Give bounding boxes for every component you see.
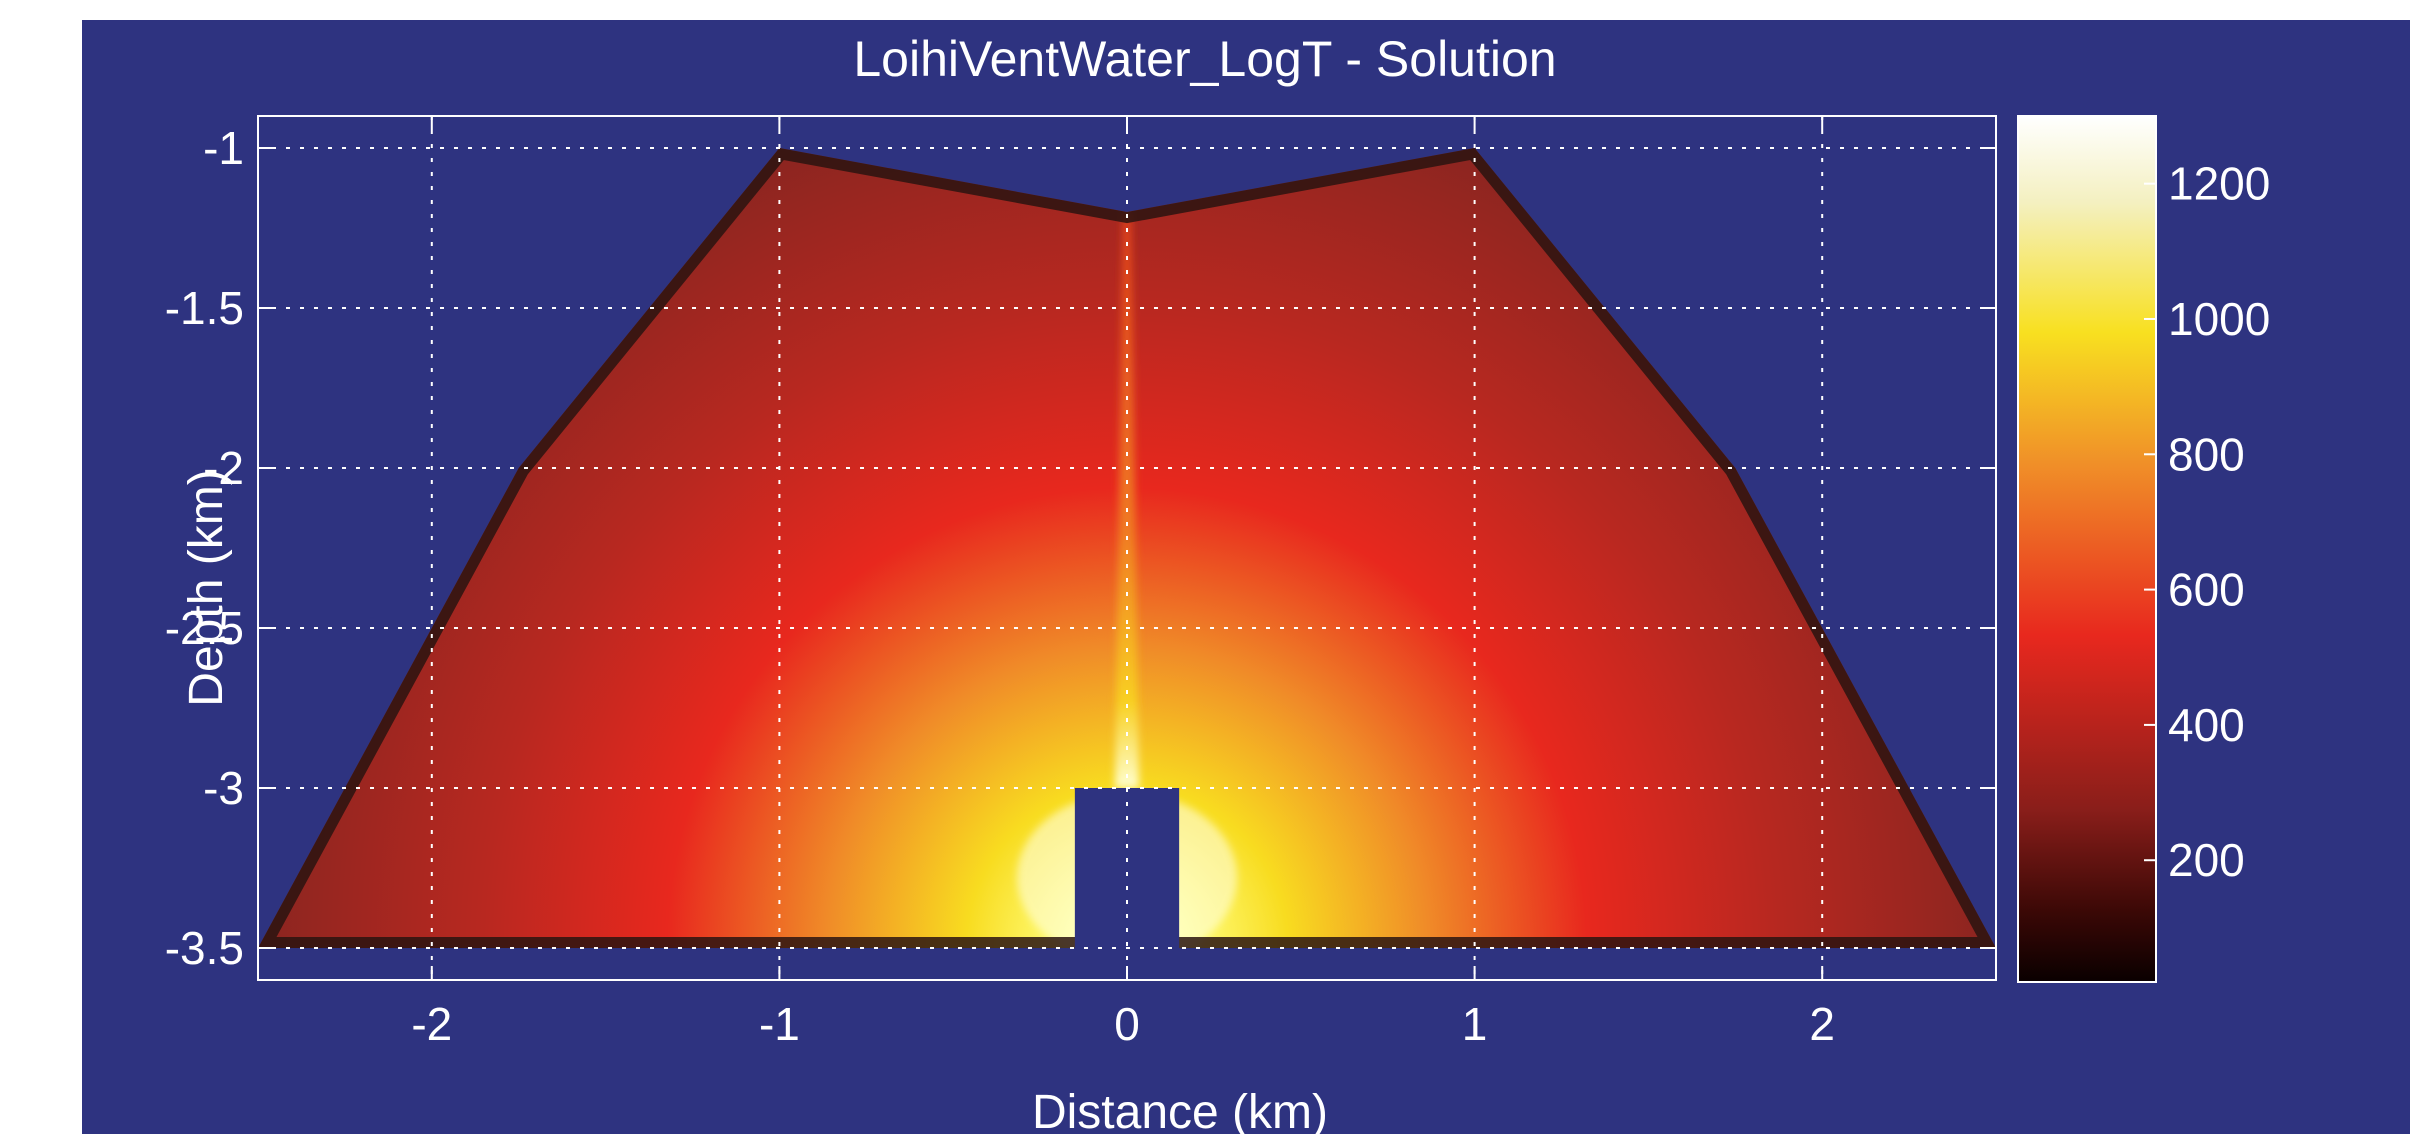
chart-svg: -2 -1 0 1 2 -1 -1.5 -2 -2.5 -3 -3.5 200 400 600 800 10… <box>165 31 2271 1134</box>
colorbar-tick-label: 1000 <box>2168 293 2270 345</box>
x-tick-label: -1 <box>759 998 800 1050</box>
x-tick-label: 2 <box>1809 998 1835 1050</box>
y-tick-label: -1 <box>203 122 244 174</box>
y-tick-label: -3 <box>203 762 244 814</box>
y-tick-label: -2.5 <box>165 602 244 654</box>
colorbar-tick-label: 200 <box>2168 834 2245 886</box>
y-tick-label: -2 <box>203 442 244 494</box>
y-axis-label: Depth (km) <box>180 469 233 706</box>
y-tick-label: -3.5 <box>165 922 244 974</box>
vent-conduit <box>1115 212 1139 788</box>
x-tick-label: 1 <box>1462 998 1488 1050</box>
colorbar-tick-label: 600 <box>2168 564 2245 616</box>
grid-lines <box>258 116 1996 980</box>
x-tick-label: 0 <box>1114 998 1140 1050</box>
figure-panel: -2 -1 0 1 2 -1 -1.5 -2 -2.5 -3 -3.5 200 400 600 800 10… <box>82 20 2410 1134</box>
magma-chamber <box>1074 788 1180 948</box>
axes: -2 -1 0 1 2 -1 -1.5 -2 -2.5 -3 -3.5 <box>165 115 1997 1050</box>
colorbar: 200 400 600 800 1000 1200 <box>2017 115 2270 983</box>
x-tick-label: -2 <box>411 998 452 1050</box>
colorbar-tick-label: 400 <box>2168 699 2245 751</box>
y-tick-label: -1.5 <box>165 282 244 334</box>
chart-title: LoihiVentWater_LogT - Solution <box>853 31 1556 87</box>
colorbar-scale <box>2017 115 2157 983</box>
colorbar-tick-label: 1200 <box>2168 158 2270 210</box>
colorbar-tick-label: 800 <box>2168 428 2245 480</box>
x-axis-label: Distance (km) <box>1032 1086 1328 1134</box>
